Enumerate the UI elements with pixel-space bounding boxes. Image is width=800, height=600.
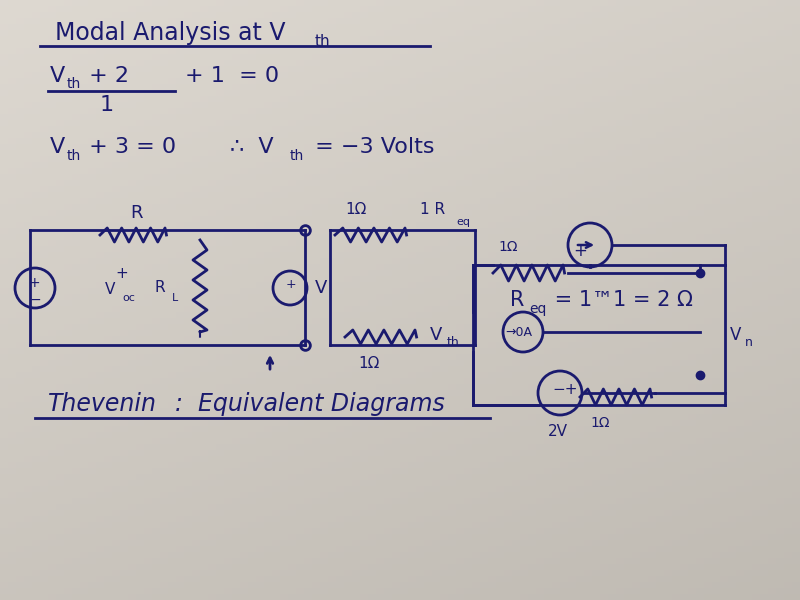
Text: V: V — [315, 279, 327, 297]
Text: + 3 = 0: + 3 = 0 — [82, 137, 176, 157]
Text: −: − — [30, 293, 42, 307]
Text: R: R — [155, 280, 166, 295]
Text: V: V — [430, 326, 442, 344]
Text: +: + — [286, 278, 297, 292]
Text: +: + — [29, 276, 41, 290]
Text: th: th — [315, 34, 330, 49]
Text: th: th — [67, 77, 82, 91]
Text: th: th — [290, 149, 304, 163]
Text: 2V: 2V — [548, 424, 568, 439]
Text: = −3 Volts: = −3 Volts — [308, 137, 434, 157]
Text: L: L — [172, 293, 178, 303]
Text: oc: oc — [122, 293, 135, 303]
Text: = 1™1 = 2 Ω: = 1™1 = 2 Ω — [548, 290, 693, 310]
Text: →0A: →0A — [505, 325, 532, 338]
Text: R: R — [130, 204, 142, 222]
Text: th: th — [67, 149, 82, 163]
Text: V: V — [730, 326, 742, 344]
Text: 1 R: 1 R — [420, 202, 445, 217]
Text: eq: eq — [456, 217, 470, 227]
Text: Modal Analysis at V: Modal Analysis at V — [55, 21, 286, 45]
Text: Thevenin: Thevenin — [48, 392, 157, 416]
Text: 1Ω: 1Ω — [498, 240, 518, 254]
Text: 1Ω: 1Ω — [590, 416, 610, 430]
Text: 1: 1 — [100, 95, 114, 115]
Text: eq: eq — [529, 302, 546, 316]
Text: +: + — [115, 265, 128, 280]
Text: ∴  V: ∴ V — [230, 137, 274, 157]
Text: −+: −+ — [552, 382, 578, 397]
Text: V: V — [50, 137, 66, 157]
Text: 1Ω: 1Ω — [345, 202, 366, 217]
Text: n: n — [745, 337, 753, 349]
Text: :  Equivalent Diagrams: : Equivalent Diagrams — [175, 392, 445, 416]
Text: + 1  = 0: + 1 = 0 — [185, 66, 279, 86]
Text: th: th — [447, 337, 460, 349]
Text: + 2: + 2 — [82, 66, 129, 86]
Text: V: V — [50, 66, 66, 86]
Text: 1Ω: 1Ω — [358, 355, 379, 370]
Text: V: V — [105, 283, 115, 298]
Text: R: R — [510, 290, 524, 310]
Text: +: + — [573, 242, 587, 260]
